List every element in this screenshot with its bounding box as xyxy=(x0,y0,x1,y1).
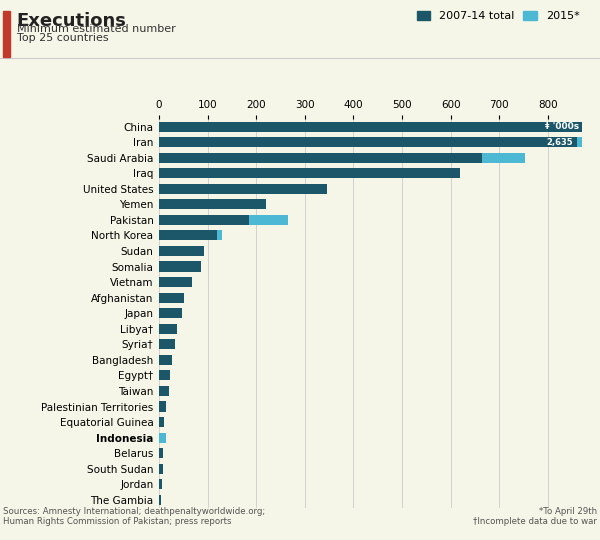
Bar xyxy=(159,261,202,272)
Bar xyxy=(159,355,172,365)
Legend: 2007-14 total, 2015*: 2007-14 total, 2015* xyxy=(417,11,580,22)
Bar xyxy=(159,323,176,334)
Bar xyxy=(249,215,288,225)
Bar xyxy=(159,293,184,303)
Bar xyxy=(159,433,166,443)
Bar xyxy=(159,464,163,474)
Bar xyxy=(159,401,166,411)
Bar xyxy=(159,308,182,318)
Bar xyxy=(159,137,577,147)
Bar xyxy=(159,370,170,381)
Bar xyxy=(159,277,191,287)
Bar xyxy=(159,122,596,132)
Text: ‡ '000s: ‡ '000s xyxy=(545,122,580,131)
Bar xyxy=(159,231,217,240)
Bar xyxy=(217,231,222,240)
Bar xyxy=(159,215,249,225)
Text: Minimum estimated number: Minimum estimated number xyxy=(17,24,176,34)
Bar xyxy=(159,339,175,349)
Text: *To April 29th
†Incomplete data due to war: *To April 29th †Incomplete data due to w… xyxy=(473,507,597,526)
Bar xyxy=(159,479,163,489)
Text: Executions: Executions xyxy=(17,12,127,30)
Bar xyxy=(159,168,460,178)
Bar xyxy=(159,184,327,194)
Text: 2,635: 2,635 xyxy=(547,138,573,147)
Text: Top 25 countries: Top 25 countries xyxy=(17,33,109,44)
Bar xyxy=(159,417,164,427)
Bar xyxy=(159,153,482,163)
Bar xyxy=(159,495,161,505)
Bar xyxy=(482,153,525,163)
Bar xyxy=(159,386,169,396)
Bar xyxy=(159,199,266,210)
Bar xyxy=(159,448,163,458)
Bar xyxy=(159,246,204,256)
Text: Sources: Amnesty International; deathpenaltyworldwide.org;
Human Rights Commissi: Sources: Amnesty International; deathpen… xyxy=(3,507,265,526)
Bar xyxy=(577,137,600,147)
